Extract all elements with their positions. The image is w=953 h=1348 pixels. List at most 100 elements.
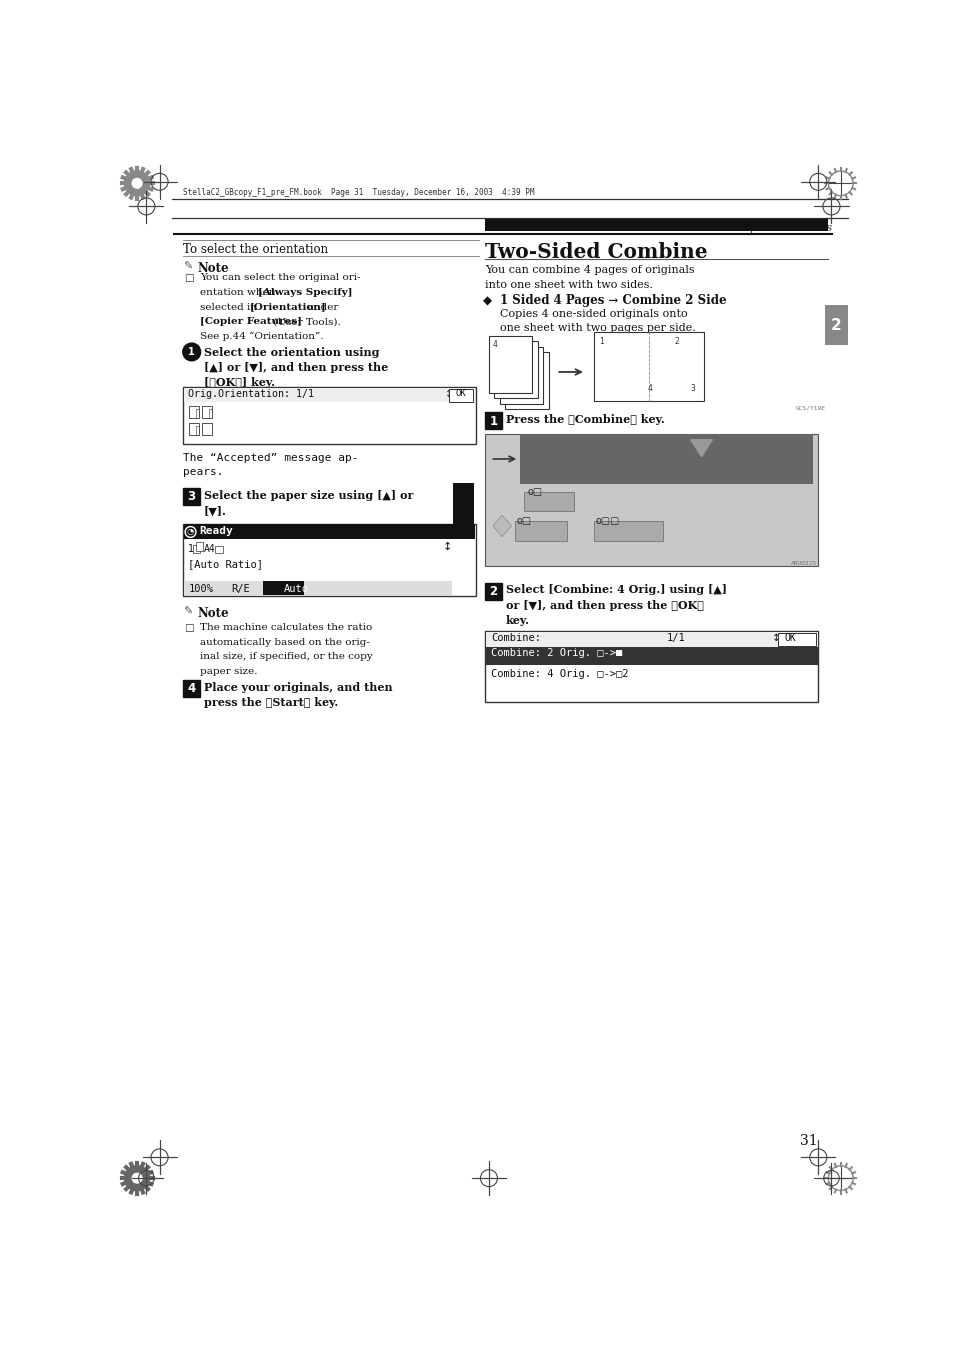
- Text: 1/1: 1/1: [666, 634, 685, 643]
- Text: Combine: 2 Orig. □->■: Combine: 2 Orig. □->■: [491, 647, 622, 658]
- Text: 1: 1: [489, 415, 497, 427]
- Text: 1: 1: [454, 551, 471, 576]
- Text: Auto: Auto: [283, 584, 308, 593]
- Text: Combine: 4 Orig. □->□2: Combine: 4 Orig. □->□2: [491, 669, 628, 679]
- Bar: [183, 387, 476, 443]
- Text: Combine:: Combine:: [491, 634, 540, 643]
- Bar: [183, 581, 452, 596]
- Text: 4: 4: [493, 341, 497, 349]
- Text: [Orientation]: [Orientation]: [249, 303, 326, 311]
- Text: ↕: ↕: [443, 542, 452, 551]
- Bar: [449, 390, 473, 402]
- Bar: [183, 388, 475, 403]
- Text: [Copier Features]: [Copier Features]: [199, 317, 301, 326]
- Bar: [263, 581, 303, 596]
- Text: o□: o□: [527, 488, 542, 497]
- Text: 1 Sided 4 Pages → Combine 2 Side: 1 Sided 4 Pages → Combine 2 Side: [499, 294, 725, 307]
- Bar: [183, 679, 199, 697]
- Text: Select the paper size using [▲] or: Select the paper size using [▲] or: [204, 489, 413, 500]
- Text: 4: 4: [187, 682, 195, 694]
- Bar: [488, 336, 532, 392]
- Text: ✎: ✎: [183, 607, 192, 617]
- Bar: [593, 520, 662, 541]
- Bar: [484, 412, 501, 429]
- Polygon shape: [493, 515, 511, 537]
- Text: automatically based on the orig-: automatically based on the orig-: [199, 638, 370, 647]
- Text: Copier Functions: Copier Functions: [734, 222, 831, 233]
- Bar: [189, 423, 199, 435]
- Bar: [183, 524, 475, 539]
- Polygon shape: [125, 1166, 150, 1190]
- Text: [▼].: [▼].: [204, 506, 227, 516]
- Bar: [183, 488, 199, 504]
- Text: 2: 2: [489, 585, 497, 597]
- Text: Select the orientation using: Select the orientation using: [204, 346, 379, 357]
- Text: Select [Combine: 4 Orig.] using [▲]: Select [Combine: 4 Orig.] using [▲]: [505, 585, 726, 596]
- Text: OK: OK: [784, 634, 796, 643]
- Text: 2: 2: [503, 352, 508, 360]
- Bar: [183, 523, 476, 596]
- Text: ◔: ◔: [187, 527, 194, 537]
- Text: selected in: selected in: [199, 303, 260, 311]
- Bar: [193, 545, 199, 553]
- Text: [【OK】] key.: [【OK】] key.: [204, 376, 274, 388]
- Bar: [494, 341, 537, 398]
- Text: Note: Note: [197, 607, 229, 620]
- Text: □: □: [184, 623, 193, 634]
- Text: pears.: pears.: [183, 468, 223, 477]
- Text: Ready: Ready: [199, 526, 233, 535]
- Text: ↕: ↕: [444, 390, 453, 399]
- Text: or [▼], and then press the 【OK】: or [▼], and then press the 【OK】: [505, 600, 703, 611]
- Text: StellaC2_GBcopy_F1_pre_FM.book  Page 31  Tuesday, December 16, 2003  4:39 PM: StellaC2_GBcopy_F1_pre_FM.book Page 31 T…: [183, 189, 534, 197]
- Text: 3: 3: [497, 346, 502, 355]
- Text: The “Accepted” message ap-: The “Accepted” message ap-: [183, 453, 358, 462]
- Text: o▢▢: o▢▢: [595, 516, 618, 526]
- Text: ABU0325: ABU0325: [790, 561, 816, 566]
- Bar: [593, 332, 703, 402]
- Text: See p.44 “Orientation”.: See p.44 “Orientation”.: [199, 332, 323, 341]
- Text: 1: 1: [598, 337, 603, 346]
- Text: 100%: 100%: [188, 584, 213, 593]
- Polygon shape: [690, 439, 712, 457]
- Text: ◆: ◆: [482, 294, 491, 307]
- Text: You can select the original ori-: You can select the original ori-: [199, 274, 360, 283]
- Text: □: □: [184, 274, 193, 283]
- Text: OK: OK: [455, 390, 465, 398]
- Bar: [484, 434, 818, 566]
- Bar: [485, 647, 817, 665]
- Text: You can combine 4 pages of originals: You can combine 4 pages of originals: [484, 266, 694, 275]
- Bar: [484, 631, 818, 702]
- Bar: [823, 305, 847, 345]
- Bar: [523, 492, 574, 511]
- Text: into one sheet with two sides.: into one sheet with two sides.: [484, 279, 653, 290]
- Text: Place your originals, and then: Place your originals, and then: [204, 682, 392, 693]
- Text: Orig.Orientation: 1/1: Orig.Orientation: 1/1: [188, 390, 314, 399]
- Text: 4: 4: [647, 384, 652, 394]
- Text: press the 【Start】 key.: press the 【Start】 key.: [204, 697, 337, 708]
- Bar: [189, 406, 199, 418]
- Text: inal size, if specified, or the copy: inal size, if specified, or the copy: [199, 652, 373, 662]
- Text: o□: o□: [516, 516, 531, 526]
- Text: The machine calculates the ratio: The machine calculates the ratio: [199, 623, 372, 632]
- Text: paper size.: paper size.: [199, 667, 257, 675]
- Text: R/E: R/E: [231, 584, 250, 593]
- Text: ↕: ↕: [771, 634, 780, 643]
- Circle shape: [183, 344, 200, 361]
- Bar: [484, 218, 827, 231]
- Text: 1: 1: [188, 346, 194, 357]
- Text: A4: A4: [204, 543, 215, 554]
- Text: Note: Note: [197, 262, 229, 275]
- Text: (User Tools).: (User Tools).: [270, 317, 340, 326]
- Text: Copies 4 one-sided originals onto: Copies 4 one-sided originals onto: [499, 309, 687, 319]
- Text: [▲] or [▼], and then press the: [▲] or [▼], and then press the: [204, 361, 388, 372]
- Bar: [202, 423, 212, 435]
- Bar: [214, 546, 223, 553]
- Text: under: under: [304, 303, 338, 311]
- Text: Two-Sided Combine: Two-Sided Combine: [484, 241, 707, 262]
- Text: Press the 【Combine】 key.: Press the 【Combine】 key.: [505, 414, 664, 426]
- Text: To select the orientation: To select the orientation: [183, 244, 328, 256]
- Circle shape: [132, 178, 143, 189]
- Text: 31: 31: [800, 1134, 817, 1148]
- Bar: [505, 352, 548, 408]
- Text: GCS/Y19E: GCS/Y19E: [795, 406, 825, 410]
